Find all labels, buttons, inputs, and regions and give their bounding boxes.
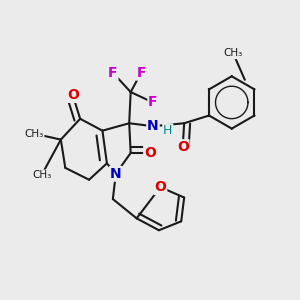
- Text: O: O: [154, 180, 166, 194]
- Text: O: O: [67, 88, 79, 102]
- Text: F: F: [108, 66, 118, 80]
- Text: N: N: [147, 119, 159, 133]
- Text: F: F: [136, 66, 146, 80]
- Text: CH₃: CH₃: [32, 170, 51, 180]
- Text: CH₃: CH₃: [25, 129, 44, 139]
- Text: F: F: [148, 95, 158, 110]
- Text: O: O: [177, 140, 189, 154]
- Text: N: N: [110, 167, 122, 181]
- Text: O: O: [144, 146, 156, 160]
- Text: H: H: [163, 124, 172, 137]
- Text: CH₃: CH₃: [224, 48, 243, 59]
